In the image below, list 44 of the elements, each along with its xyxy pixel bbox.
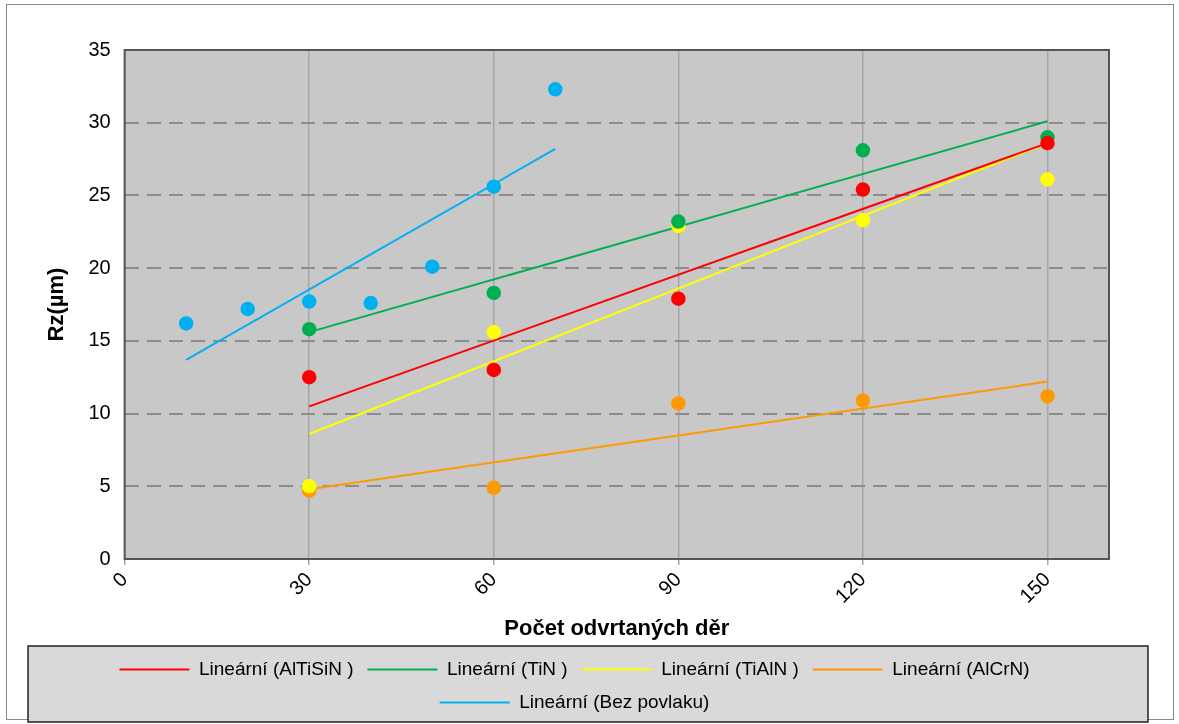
x-tick-label: 90 — [653, 567, 686, 599]
y-tick-label: 15 — [88, 328, 111, 351]
point — [1040, 172, 1055, 187]
y-tick-label: 25 — [88, 182, 111, 205]
point — [486, 285, 502, 301]
y-tick-label: 30 — [88, 110, 111, 133]
legend-label: Lineární (AlTiSiN ) — [198, 657, 354, 679]
x-tick-label: 150 — [1015, 567, 1055, 607]
point — [671, 214, 686, 229]
point — [486, 480, 502, 496]
y-tick-label: 20 — [88, 255, 111, 278]
point — [855, 182, 871, 197]
point — [855, 143, 871, 158]
point — [1040, 388, 1055, 404]
x-tick-label: 120 — [830, 567, 870, 607]
point — [301, 369, 317, 385]
point — [301, 321, 317, 337]
point — [301, 479, 317, 494]
point — [486, 324, 502, 340]
legend-label: Lineární (TiAlN ) — [661, 657, 799, 679]
x-tick-label: 30 — [284, 567, 316, 599]
point — [240, 301, 255, 317]
legend-label: Lineární (Bez povlaku) — [519, 690, 710, 712]
x-tick-label: 60 — [469, 567, 501, 599]
point — [363, 295, 378, 311]
y-tick-label: 5 — [99, 473, 111, 496]
y-axis-title: Rz(µm) — [43, 267, 69, 342]
point — [855, 212, 871, 228]
point — [486, 179, 502, 194]
x-axis-title: Počet odvrtaných děr — [504, 614, 730, 640]
point — [855, 393, 871, 408]
point — [178, 316, 194, 331]
y-tick-label: 35 — [88, 37, 111, 60]
point — [486, 362, 502, 378]
point — [671, 396, 686, 411]
legend-label: Lineární (TiN ) — [446, 657, 568, 679]
legend-label: Lineární (AlCrN) — [892, 657, 1030, 679]
y-tick-label: 10 — [88, 401, 111, 424]
point — [548, 82, 563, 97]
y-tick-label: 0 — [99, 546, 111, 569]
point — [301, 294, 317, 309]
point — [425, 259, 440, 274]
point — [671, 291, 686, 306]
point — [1040, 135, 1055, 151]
